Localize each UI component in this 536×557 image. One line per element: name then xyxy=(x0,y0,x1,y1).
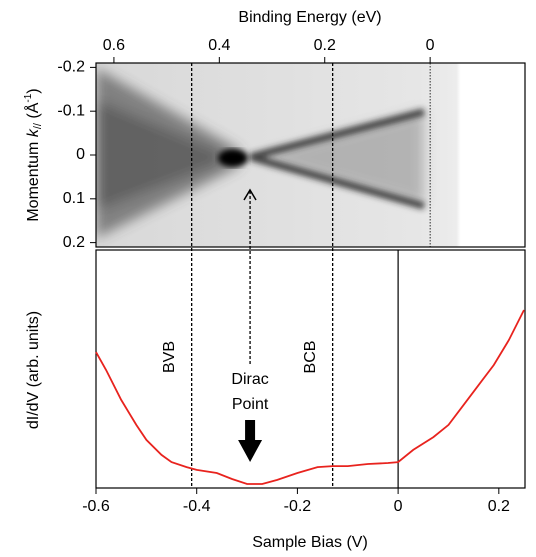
band-label: BVB xyxy=(161,341,178,373)
y-title-part: -1 xyxy=(23,93,34,102)
y-tick-label: 0.2 xyxy=(63,234,85,251)
dirac-label: Point xyxy=(232,396,269,413)
bottom-y-title: dI/dV (arb. units) xyxy=(25,311,42,429)
x-tick-label: 0.2 xyxy=(488,498,510,515)
y-title-part: // xyxy=(32,122,44,129)
y-title-part: ) xyxy=(25,88,42,93)
top-axis-title: Binding Energy (eV) xyxy=(238,9,381,26)
y-tick-label: -0.2 xyxy=(57,59,85,76)
dirac-arrow xyxy=(238,420,263,462)
x-tick-label: 0 xyxy=(426,37,435,54)
didv-curve xyxy=(95,309,525,485)
bottom-axis-title: Sample Bias (V) xyxy=(252,534,368,551)
x-tick-label: 0.6 xyxy=(103,37,125,54)
dirac-open-arrow xyxy=(243,188,257,201)
y-tick-label: 0.1 xyxy=(63,190,85,207)
bottom-frame xyxy=(95,249,526,489)
top-y-title: Momentum k// (Å-1) xyxy=(23,88,44,221)
x-tick-label: 0 xyxy=(394,498,403,515)
x-tick-label: -0.6 xyxy=(82,498,110,515)
arpes-image xyxy=(96,63,525,247)
x-tick-label: 0.2 xyxy=(314,37,336,54)
x-tick-label: -0.2 xyxy=(284,498,312,515)
y-title-part: k xyxy=(25,128,42,137)
x-tick-label: 0.4 xyxy=(208,37,230,54)
dirac-label: Dirac xyxy=(231,371,268,388)
y-tick-label: -0.1 xyxy=(57,102,85,119)
y-title-part: Momentum xyxy=(25,137,42,221)
y-tick-label: 0 xyxy=(76,146,85,163)
y-title-part: (Å xyxy=(23,102,42,123)
band-label: BCB xyxy=(302,341,319,374)
x-tick-label: -0.4 xyxy=(183,498,211,515)
